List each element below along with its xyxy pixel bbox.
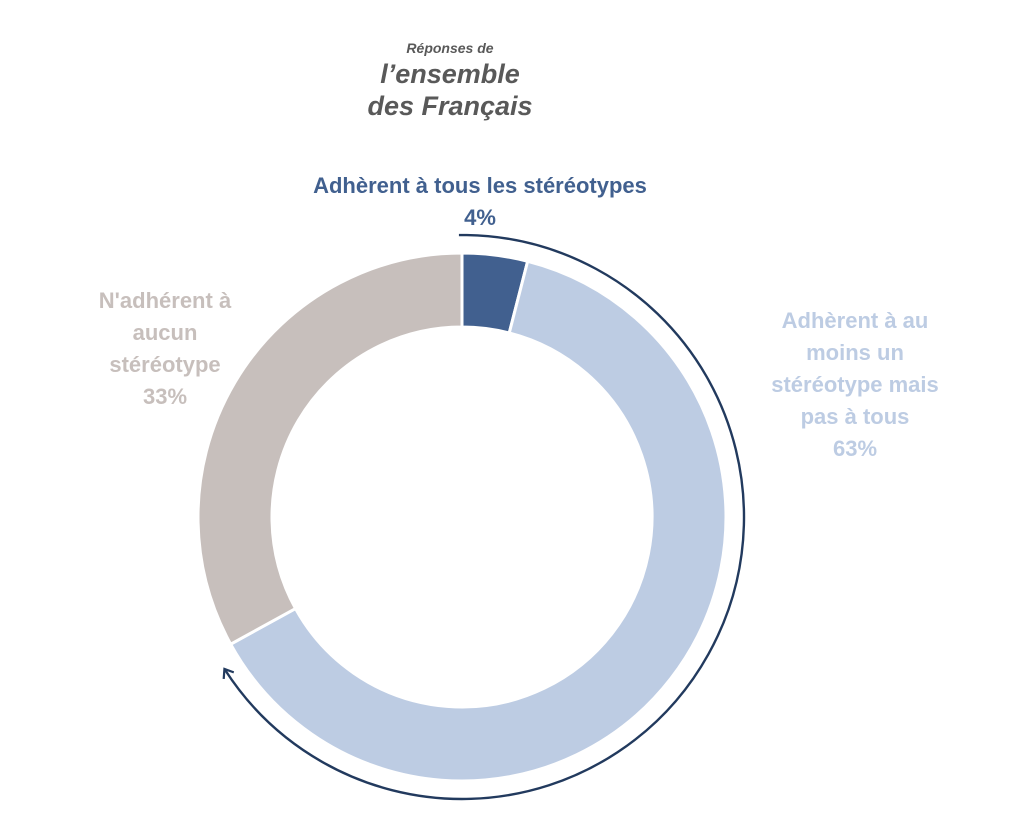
donut-slice-1 bbox=[228, 259, 728, 783]
slice-label-line: stéréotype bbox=[109, 352, 221, 377]
slice-value-label: 33% bbox=[142, 384, 188, 409]
slice-label-line: Adhèrent à tous les stéréotypes bbox=[313, 173, 647, 198]
donut-slice-2 bbox=[196, 251, 464, 647]
slice-label-line: Adhèrent à au bbox=[781, 308, 929, 333]
slice-label-all-stereotypes: Adhèrent à tous les stéréotypes 4% bbox=[250, 170, 710, 234]
slice-label-line: moins un bbox=[806, 340, 904, 365]
chart-title: Réponses de l’ensemble des Français bbox=[300, 38, 600, 122]
slice-label-line: pas à tous bbox=[800, 404, 910, 429]
slice-label-line: stéréotype mais bbox=[771, 372, 939, 397]
slice-label-no-stereotype: N'adhérent à aucun stéréotype 33% bbox=[40, 285, 290, 413]
donut-slices bbox=[196, 251, 728, 783]
annotation-arrow bbox=[222, 233, 746, 801]
slice-label-line: N'adhérent à bbox=[98, 288, 232, 313]
slice-value-label: 4% bbox=[464, 205, 496, 230]
chart-title-line-1: Réponses de bbox=[406, 40, 494, 56]
slice-value-label: 63% bbox=[832, 436, 878, 461]
slice-label-some-stereotypes: Adhèrent à au moins un stéréotype mais p… bbox=[740, 305, 970, 465]
chart-title-line-3: des Français bbox=[367, 91, 533, 121]
slice-label-line: aucun bbox=[132, 320, 198, 345]
chart-title-line-2: l’ensemble bbox=[380, 59, 520, 89]
